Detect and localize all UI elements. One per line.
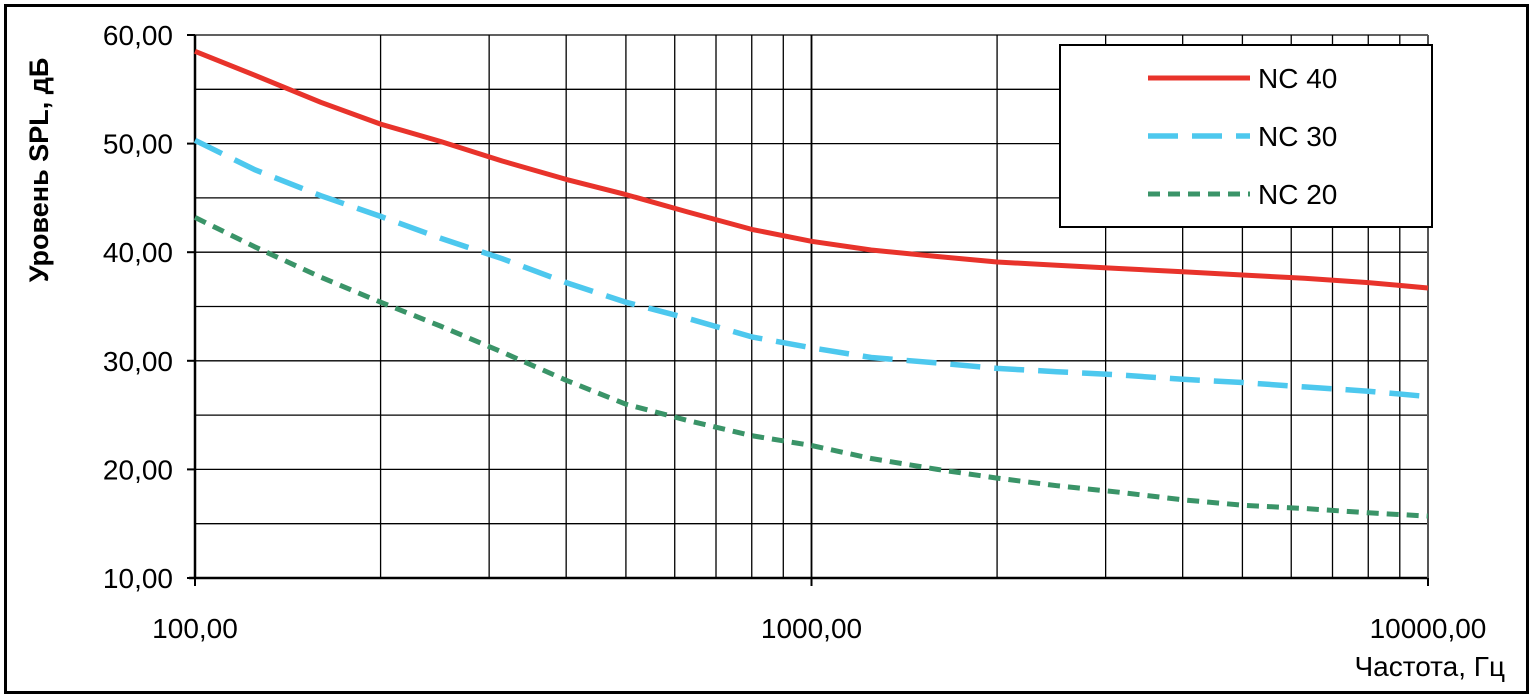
x-tick-label: 10000,00 (1370, 613, 1487, 644)
x-axis-title: Частота, Гц (1354, 651, 1505, 682)
legend: NC 40 NC 30 NC 20 (1059, 44, 1433, 228)
y-tick-label: 50,00 (103, 129, 173, 160)
x-tick-label: 1000,00 (761, 613, 862, 644)
y-tick-label: 10,00 (103, 563, 173, 594)
series-nc-20-line (193, 215, 1429, 519)
x-tick-labels: 100,00 1000,00 10000,00 (152, 613, 1486, 644)
y-tick-label: 30,00 (103, 346, 173, 377)
y-tick-label: 20,00 (103, 454, 173, 485)
legend-label: NC 40 (1258, 63, 1337, 94)
legend-label: NC 20 (1258, 179, 1337, 210)
y-axis-title: Уровень SPL, дБ (24, 58, 54, 282)
series-nc-40-line (194, 48, 1429, 291)
series-lines (193, 48, 1429, 519)
x-tick-label: 100,00 (152, 613, 238, 644)
legend-label: NC 30 (1258, 121, 1337, 152)
y-tick-label: 60,00 (103, 20, 173, 51)
y-tick-labels: 10,00 20,00 30,00 40,00 50,00 60,00 (103, 20, 173, 594)
series-nc-30-line (193, 137, 1429, 400)
y-tick-label: 40,00 (103, 237, 173, 268)
